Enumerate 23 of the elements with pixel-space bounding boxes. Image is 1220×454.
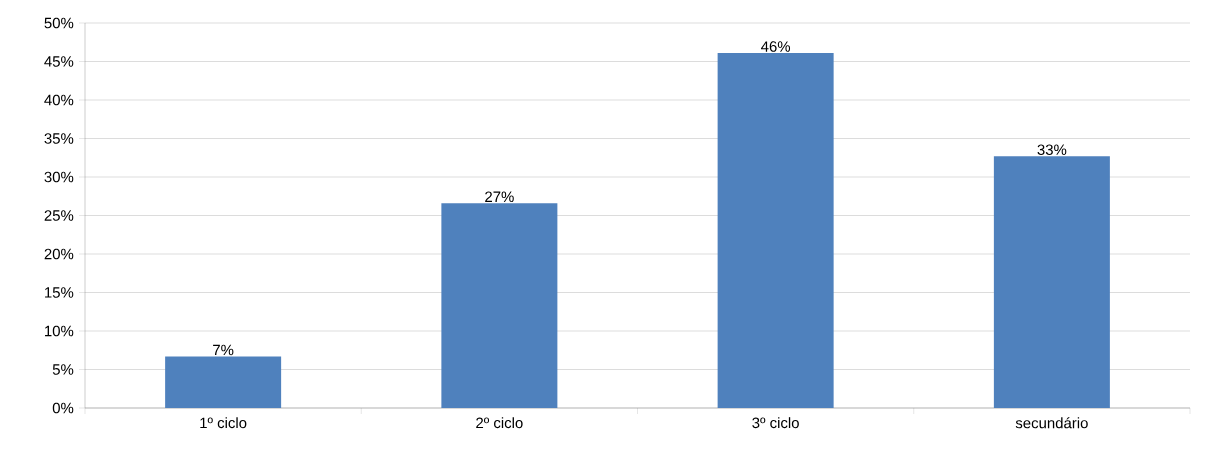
y-tick-label: 25% (44, 210, 74, 221)
bar (441, 203, 558, 408)
y-tick-label: 30% (44, 171, 74, 183)
data-label: 46% (761, 41, 791, 52)
y-tick-label: 0% (52, 402, 74, 414)
y-tick-label: 10% (45, 325, 74, 337)
x-tick-label: 1º ciclo (200, 417, 247, 429)
y-tick-label: 45% (44, 56, 74, 67)
y-tick-label: 40% (44, 94, 74, 106)
x-tick-label: 2º ciclo (476, 417, 523, 429)
y-tick-label: 50% (44, 17, 74, 29)
bar (165, 356, 282, 408)
y-tick-label: 5% (52, 364, 74, 375)
y-tick-label: 20% (44, 248, 74, 260)
bar (717, 53, 834, 408)
x-tick-label: secundário (1015, 417, 1088, 429)
data-label: 33% (1037, 144, 1067, 156)
data-label: 7% (213, 344, 234, 356)
data-label: 27% (485, 191, 514, 202)
bar (993, 156, 1110, 408)
x-tick-label: 3º ciclo (752, 417, 799, 429)
y-tick-label: 35% (44, 133, 74, 144)
y-tick-label: 15% (45, 287, 74, 298)
